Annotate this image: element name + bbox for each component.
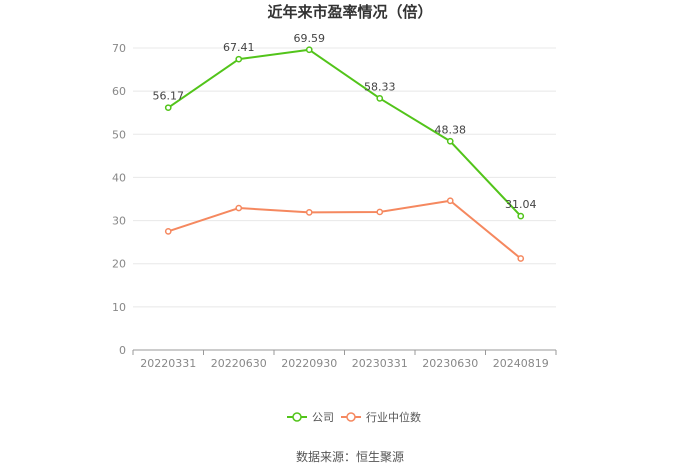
x-tick-label: 20240819 [493,357,549,370]
data-point [305,46,313,54]
data-label: 31.04 [505,198,537,211]
data-label: 67.41 [223,41,255,54]
chart-title: 近年来市盈率情况（倍） [267,3,432,21]
data-point [446,197,454,205]
legend[interactable]: 公司 行业中位数 [287,410,421,424]
x-tick-label: 20220630 [211,357,267,370]
legend-label[interactable]: 行业中位数 [366,410,421,424]
legend-swatch-marker [292,412,302,422]
grid-lines [133,47,556,308]
data-point [235,55,243,63]
y-tick-label: 50 [112,128,126,141]
data-label: 69.59 [294,32,326,45]
y-tick-label: 30 [112,215,126,228]
x-tick-label: 20220930 [281,357,337,370]
y-tick-label: 40 [112,171,126,184]
y-axis: 0 10 20 30 40 50 60 70 [112,42,126,357]
x-tick-label: 20230331 [352,357,408,370]
legend-label[interactable]: 公司 [312,411,334,424]
data-point [164,104,172,112]
x-tick-label: 20220331 [140,357,196,370]
series-group: 56.17 67.41 69.59 58.33 48.38 31.04 [153,32,537,262]
y-tick-label: 10 [112,301,126,314]
data-point [517,212,525,220]
x-axis: 20220331 20220630 20220930 20230331 20230630… [132,349,557,370]
y-tick-label: 60 [112,85,126,98]
data-point [376,94,384,102]
data-point [235,204,243,212]
data-point [517,255,525,262]
data-point [446,137,454,145]
data-source: 数据来源：恒生聚源 [296,449,404,464]
data-point [164,228,172,235]
y-tick-label: 0 [119,344,126,357]
y-tick-label: 20 [112,258,126,271]
data-label: 48.38 [435,123,467,136]
series-line-0 [167,48,522,217]
legend-swatch-marker [346,412,356,422]
y-tick-label: 70 [112,42,126,55]
data-label: 58.33 [364,80,396,93]
data-point [305,209,313,216]
x-tick-label: 20230630 [422,357,478,370]
series-line-1 [167,199,522,260]
data-label: 56.17 [153,90,185,103]
data-point [376,208,384,216]
